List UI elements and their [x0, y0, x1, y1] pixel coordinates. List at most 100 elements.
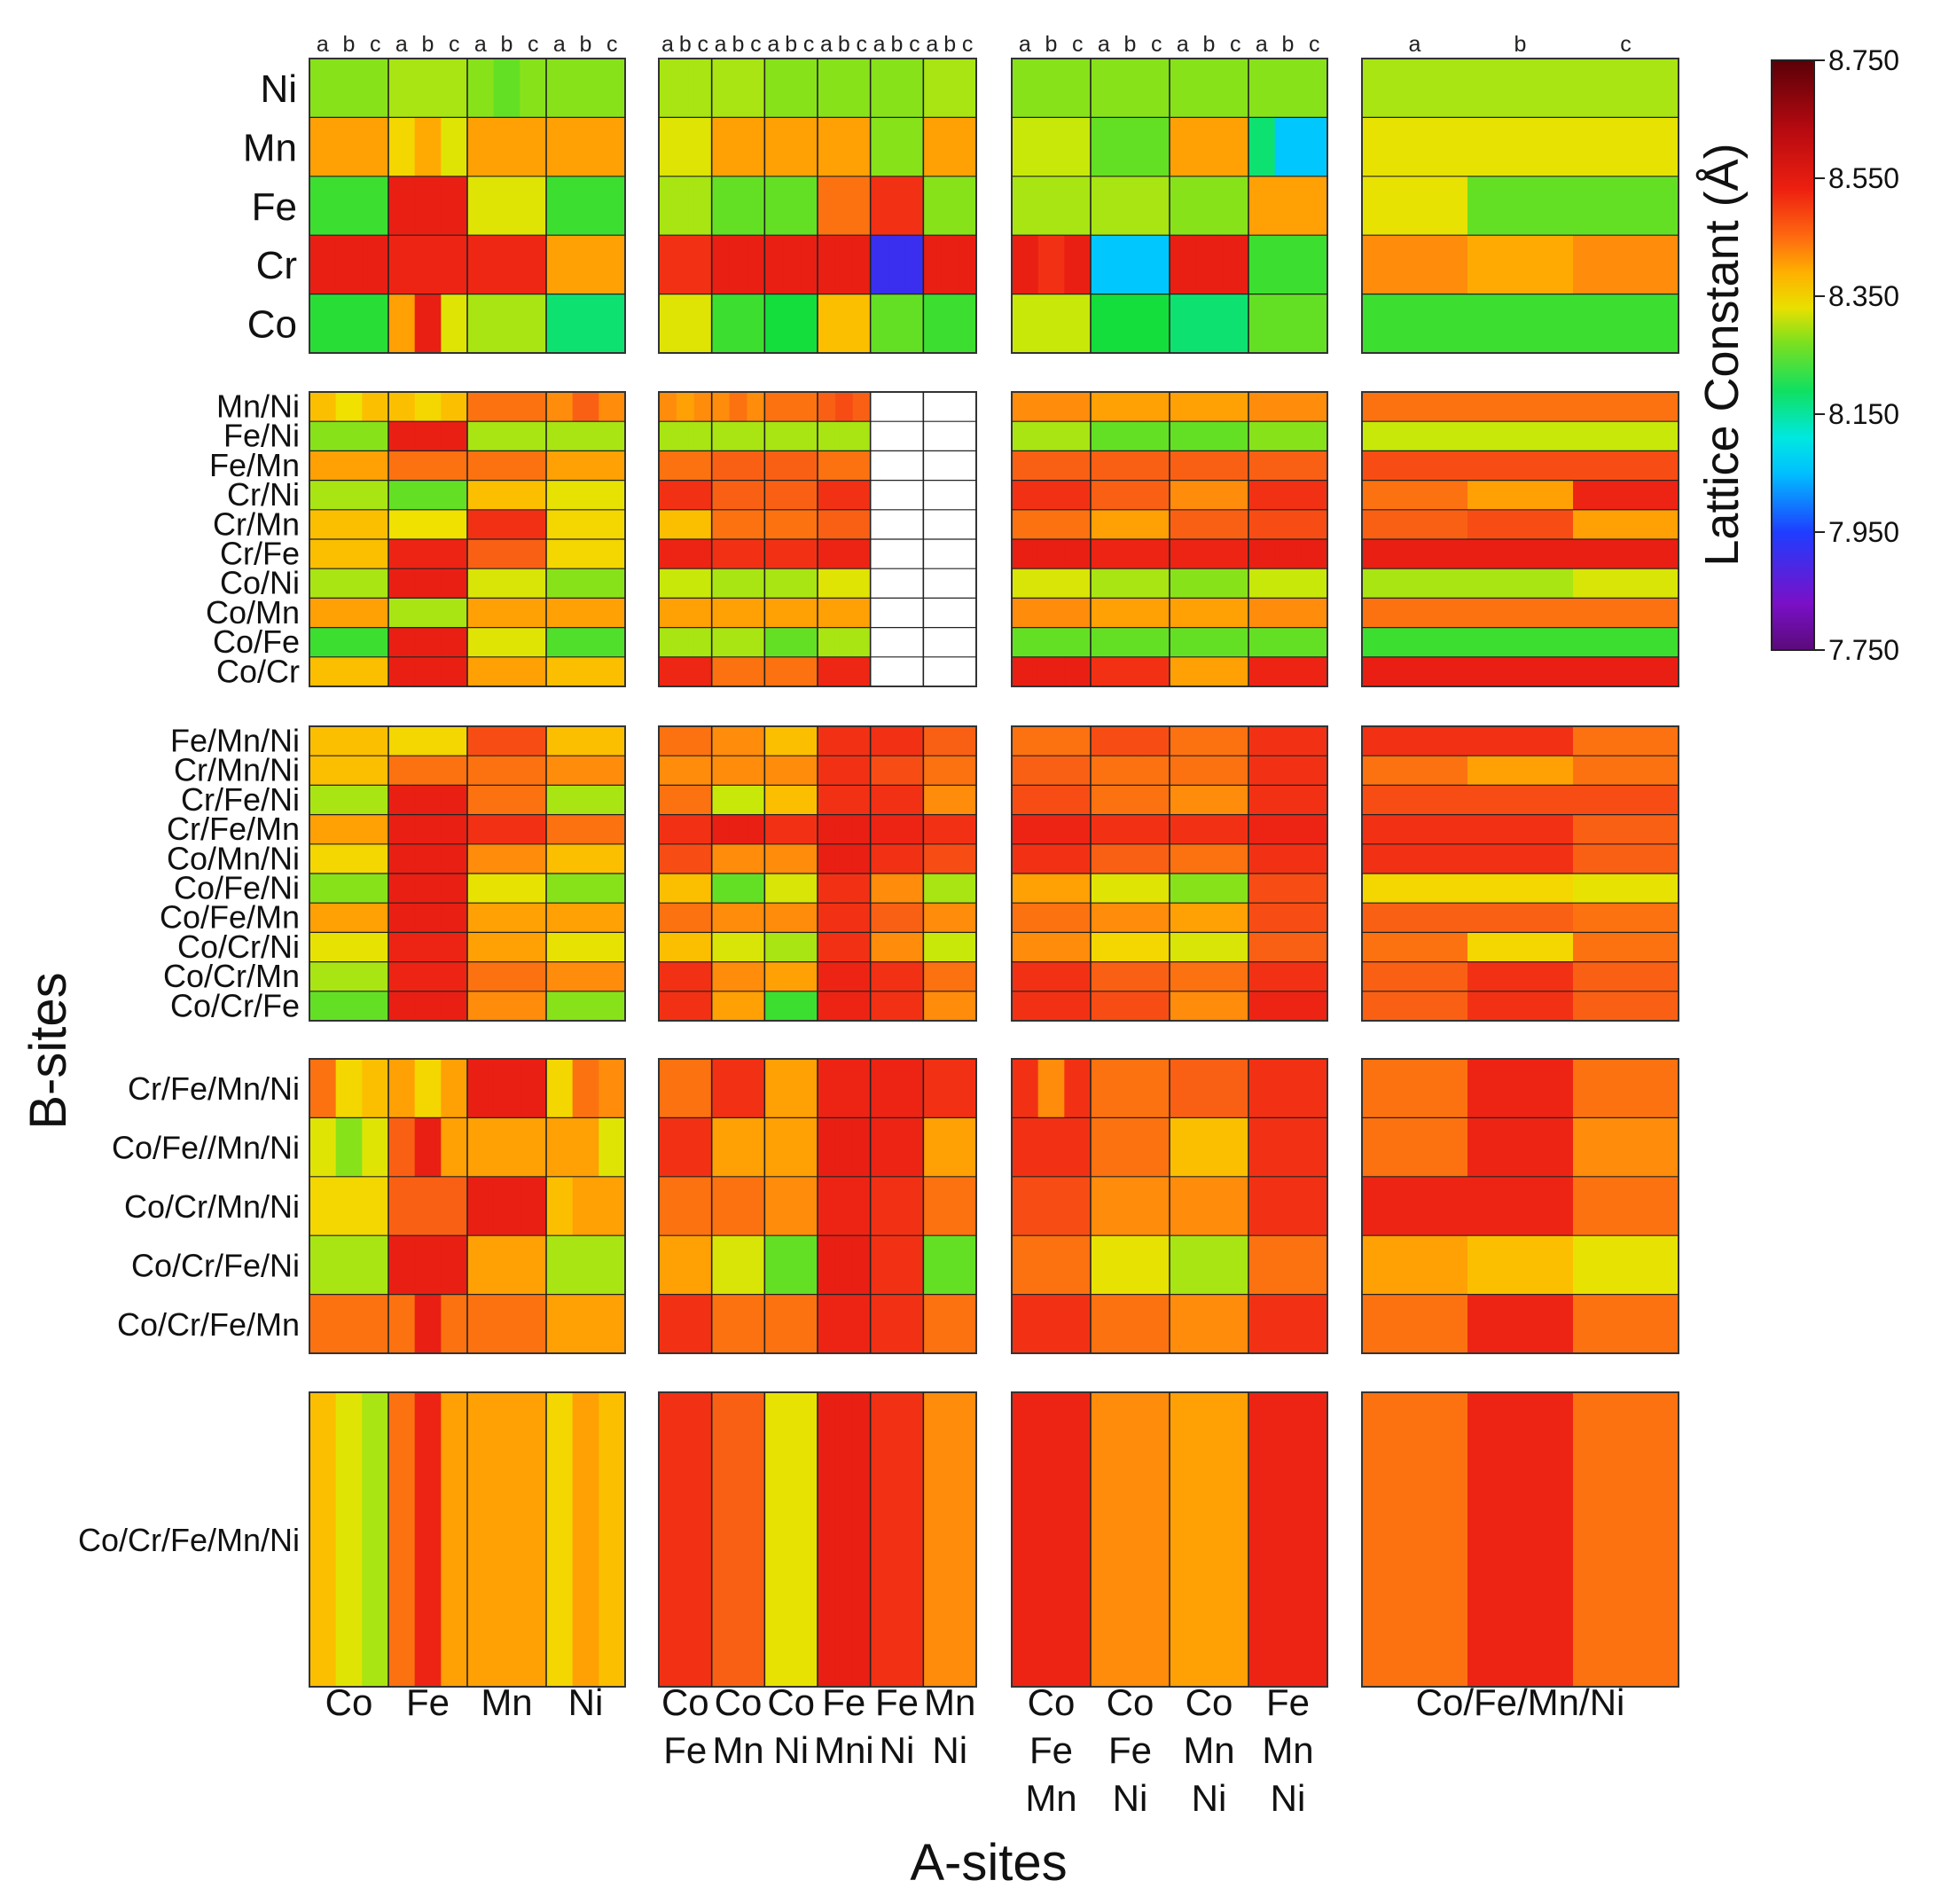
heatmap-cell — [414, 961, 442, 992]
heatmap-cell — [546, 1176, 574, 1236]
heatmap-cell — [905, 961, 924, 992]
heatmap-cell — [520, 1059, 547, 1118]
heatmap-cell — [1467, 656, 1574, 687]
heatmap-cell — [1467, 451, 1574, 482]
heatmap-cell — [1467, 539, 1574, 569]
heatmap-cell — [711, 1294, 731, 1354]
heatmap-cell — [1116, 903, 1144, 933]
heatmap-cell — [572, 568, 599, 599]
heatmap-cell — [659, 480, 677, 511]
heatmap-cell — [729, 421, 748, 451]
heatmap-cell — [335, 480, 363, 511]
heatmap-cell — [414, 843, 442, 874]
heatmap-cell — [676, 451, 695, 482]
heatmap-cell — [1248, 392, 1276, 422]
heatmap-cell — [1091, 294, 1118, 354]
heatmap-cell — [493, 451, 520, 482]
heatmap-cell — [764, 932, 783, 963]
heatmap-cell — [1170, 1235, 1197, 1296]
heatmap-cell — [818, 539, 836, 569]
subcolumn-label: a — [820, 32, 833, 57]
heatmap-cell — [309, 903, 337, 933]
heatmap-cell — [572, 235, 599, 295]
heatmap-cell — [852, 176, 872, 236]
heatmap-cell — [959, 1294, 977, 1354]
heatmap-cell — [599, 539, 626, 569]
heatmap-cell — [1362, 903, 1468, 933]
heatmap-cell — [441, 59, 468, 118]
column-label: Co/Fe/Mn/Ni — [1416, 1681, 1625, 1723]
heatmap-cell — [520, 392, 547, 422]
heatmap-cell — [1301, 627, 1328, 658]
heatmap-cell — [572, 814, 599, 845]
heatmap-cell — [782, 568, 801, 599]
heatmap-cell — [959, 874, 977, 904]
heatmap-cell — [1195, 539, 1223, 569]
column-label: Mn — [481, 1681, 532, 1723]
heatmap-cell — [800, 568, 818, 599]
heatmap-cell — [1274, 539, 1302, 569]
heatmap-cell — [764, 1176, 783, 1236]
heatmap-cell — [764, 627, 783, 658]
column-label: Ni — [1271, 1777, 1306, 1819]
heatmap-cell — [747, 1117, 765, 1178]
heatmap-cell — [1274, 235, 1302, 295]
heatmap-cell — [676, 509, 695, 540]
heatmap-cell — [1362, 392, 1468, 422]
heatmap-cell — [959, 59, 977, 118]
heatmap-cell — [764, 421, 783, 451]
heatmap-cell — [941, 294, 959, 354]
heatmap-cell — [693, 235, 713, 295]
heatmap-cell — [1573, 59, 1679, 118]
heatmap-cell — [800, 874, 818, 904]
heatmap-cell — [1573, 991, 1679, 1022]
heatmap-cell — [493, 59, 520, 118]
heatmap-cell — [599, 1235, 626, 1296]
heatmap-cell — [1301, 1392, 1328, 1688]
heatmap-cell — [1091, 1176, 1118, 1236]
heatmap-cell — [520, 117, 547, 177]
heatmap-cell — [729, 1294, 748, 1354]
heatmap-cell — [852, 568, 872, 599]
heatmap-cell — [467, 539, 495, 569]
heatmap-cell — [1222, 656, 1249, 687]
column-label: Fe — [1029, 1729, 1073, 1771]
heatmap-cell — [941, 59, 959, 118]
heatmap-cell — [1248, 843, 1276, 874]
heatmap-cell — [1170, 294, 1197, 354]
heatmap-cell — [388, 627, 416, 658]
heatmap-cell — [388, 392, 416, 422]
heatmap-cell — [546, 235, 574, 295]
heatmap-cell — [676, 843, 695, 874]
heatmap-cell — [1064, 932, 1092, 963]
heatmap-cell — [1091, 568, 1118, 599]
heatmap-cell — [659, 539, 677, 569]
heatmap-cell — [1064, 785, 1092, 816]
heatmap-cell — [941, 117, 959, 177]
heatmap-cell — [441, 1235, 468, 1296]
heatmap-cell — [520, 598, 547, 629]
heatmap-cell — [335, 814, 363, 845]
row-label: Co/Mn/Ni — [167, 840, 300, 876]
heatmap-cell — [335, 1117, 363, 1178]
heatmap-cell — [572, 991, 599, 1022]
heatmap-cell — [818, 480, 836, 511]
heatmap-cell — [362, 421, 389, 451]
heatmap-cell — [888, 991, 907, 1022]
heatmap-cell — [747, 627, 765, 658]
heatmap-cell — [834, 480, 854, 511]
heatmap-cell — [764, 726, 783, 756]
heatmap-cell — [467, 961, 495, 992]
heatmap-cell — [800, 117, 818, 177]
heatmap-cell — [782, 756, 801, 786]
heatmap-cell — [676, 1117, 695, 1178]
subcolumn-label: a — [474, 32, 487, 57]
heatmap-cell — [1116, 176, 1144, 236]
heatmap-cell — [362, 961, 389, 992]
heatmap-cell — [1037, 726, 1065, 756]
heatmap-cell — [1274, 961, 1302, 992]
heatmap-cell — [711, 874, 731, 904]
heatmap-cell — [1037, 176, 1065, 236]
heatmap-cell — [467, 1059, 495, 1118]
heatmap-cell — [1037, 903, 1065, 933]
